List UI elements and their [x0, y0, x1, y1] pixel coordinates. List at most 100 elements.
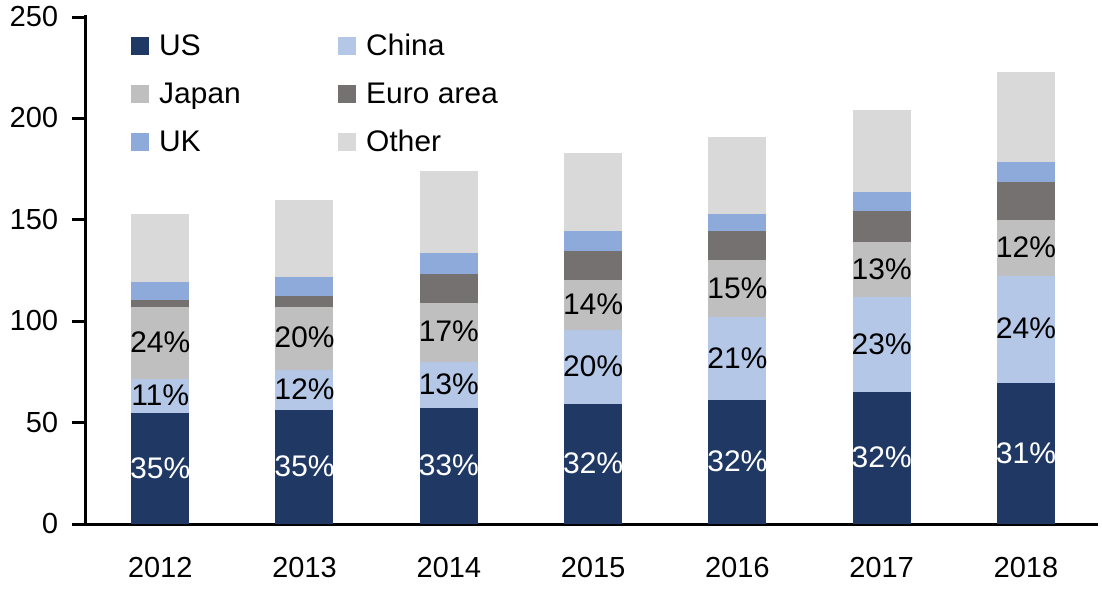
segment-uk-2012 — [131, 281, 190, 300]
segment-us-2018: 31% — [995, 383, 1056, 524]
segment-china-2014: 13% — [418, 361, 479, 409]
segment-china-2017: 23% — [851, 296, 912, 393]
segment-china-2018: 24% — [995, 275, 1056, 384]
bar-label-us-2012: 35% — [130, 451, 191, 485]
y-tick-label-150: 150 — [9, 203, 58, 236]
y-tick-mark-250 — [72, 15, 85, 19]
legend-item-japan: Japan — [131, 70, 338, 118]
bar-label-japan-2012: 24% — [130, 326, 191, 359]
y-tick-mark-100 — [72, 319, 85, 323]
bar-label-china-2017: 23% — [851, 327, 912, 361]
segment-china-2015: 20% — [562, 330, 624, 405]
bar-label-japan-2014: 17% — [418, 315, 479, 349]
segment-euro-area-2013 — [275, 295, 334, 308]
bar-label-us-2018: 31% — [995, 436, 1056, 470]
y-tick-label-100: 100 — [9, 305, 58, 338]
bar-label-japan-2015: 14% — [562, 287, 624, 321]
legend-swatch-icon — [338, 37, 356, 55]
segment-uk-2013 — [275, 276, 334, 296]
bar-label-china-2018: 24% — [995, 312, 1056, 346]
bar-label-us-2014: 33% — [418, 449, 479, 483]
segment-china-2016: 21% — [707, 317, 768, 401]
segment-japan-2016: 15% — [707, 260, 768, 318]
x-axis-label-2016: 2016 — [705, 552, 770, 584]
segment-other-2013 — [275, 199, 334, 277]
segment-euro-area-2018 — [996, 182, 1055, 220]
legend-item-euro-area: Euro area — [338, 70, 498, 118]
legend-swatch-icon — [131, 133, 149, 151]
bar-label-china-2012: 11% — [131, 379, 190, 413]
segment-uk-2015 — [564, 230, 622, 252]
bar-label-china-2015: 20% — [562, 350, 624, 384]
segment-us-2014: 33% — [418, 408, 479, 524]
bar-label-us-2016: 32% — [707, 445, 768, 479]
segment-us-2016: 32% — [707, 400, 768, 524]
x-axis-label-2012: 2012 — [127, 552, 193, 584]
bar-label-japan-2016: 15% — [707, 271, 768, 305]
segment-euro-area-2015 — [564, 251, 622, 280]
segment-other-2017 — [852, 110, 911, 193]
legend-swatch-icon — [338, 133, 356, 151]
segment-japan-2017: 13% — [851, 242, 912, 297]
bar-label-us-2017: 32% — [851, 441, 912, 475]
y-tick-label-50: 50 — [25, 406, 58, 439]
segment-china-2013: 12% — [274, 369, 335, 411]
x-axis-label-2013: 2013 — [272, 552, 337, 584]
bar-label-japan-2017: 13% — [851, 252, 912, 286]
x-axis-label-2018: 2018 — [993, 552, 1059, 584]
segment-uk-2018 — [996, 162, 1055, 183]
segment-us-2012: 35% — [130, 413, 191, 524]
legend-label: China — [366, 29, 445, 62]
legend-item-us: US — [131, 22, 338, 70]
y-tick-mark-150 — [72, 218, 85, 222]
segment-us-2015: 32% — [563, 404, 623, 524]
legend: US China Japan Euro area UK Other — [131, 22, 498, 166]
segment-other-2012 — [131, 213, 190, 282]
bar-label-china-2014: 13% — [418, 368, 479, 402]
bar-label-japan-2018: 12% — [995, 230, 1056, 264]
segment-japan-2014: 17% — [418, 302, 479, 362]
legend-swatch-icon — [131, 85, 149, 103]
segment-china-2012: 11% — [131, 379, 190, 414]
x-axis-label-2017: 2017 — [849, 552, 914, 584]
segment-japan-2012: 24% — [130, 307, 191, 379]
bar-label-china-2013: 12% — [274, 373, 335, 407]
x-axis-label-2014: 2014 — [416, 552, 481, 584]
x-axis-label-2015: 2015 — [560, 552, 626, 584]
segment-other-2016 — [708, 136, 767, 214]
y-tick-mark-200 — [72, 116, 85, 120]
legend-label: US — [159, 29, 201, 62]
segment-uk-2017 — [852, 192, 911, 211]
y-tick-label-0: 0 — [41, 508, 58, 540]
legend-label: Other — [366, 125, 442, 158]
segment-euro-area-2016 — [708, 230, 767, 261]
bar-label-japan-2013: 20% — [274, 321, 335, 355]
legend-item-china: China — [338, 22, 498, 70]
segment-other-2018 — [996, 71, 1055, 163]
y-tick-mark-0 — [72, 522, 85, 526]
segment-euro-area-2014 — [419, 273, 478, 303]
segment-japan-2015: 14% — [562, 279, 624, 331]
segment-euro-area-2017 — [852, 210, 911, 243]
bar-label-us-2013: 35% — [274, 450, 335, 484]
x-axis-line — [84, 523, 1098, 526]
legend-item-uk: UK — [131, 118, 338, 166]
segment-other-2014 — [419, 171, 478, 254]
legend-swatch-icon — [338, 85, 356, 103]
segment-euro-area-2012 — [131, 299, 190, 308]
segment-japan-2013: 20% — [274, 307, 335, 370]
legend-label: UK — [159, 125, 201, 158]
segment-us-2017: 32% — [851, 392, 912, 524]
bar-label-china-2016: 21% — [707, 341, 768, 375]
segment-uk-2016 — [708, 213, 767, 231]
legend-swatch-icon — [131, 37, 149, 55]
segment-japan-2018: 12% — [995, 219, 1056, 276]
y-tick-mark-50 — [72, 421, 85, 425]
y-tick-label-250: 250 — [9, 1, 58, 33]
legend-label: Euro area — [366, 77, 498, 110]
legend-item-other: Other — [338, 118, 498, 166]
y-tick-label-200: 200 — [9, 102, 58, 135]
segment-other-2015 — [564, 152, 622, 231]
legend-label: Japan — [159, 77, 241, 110]
